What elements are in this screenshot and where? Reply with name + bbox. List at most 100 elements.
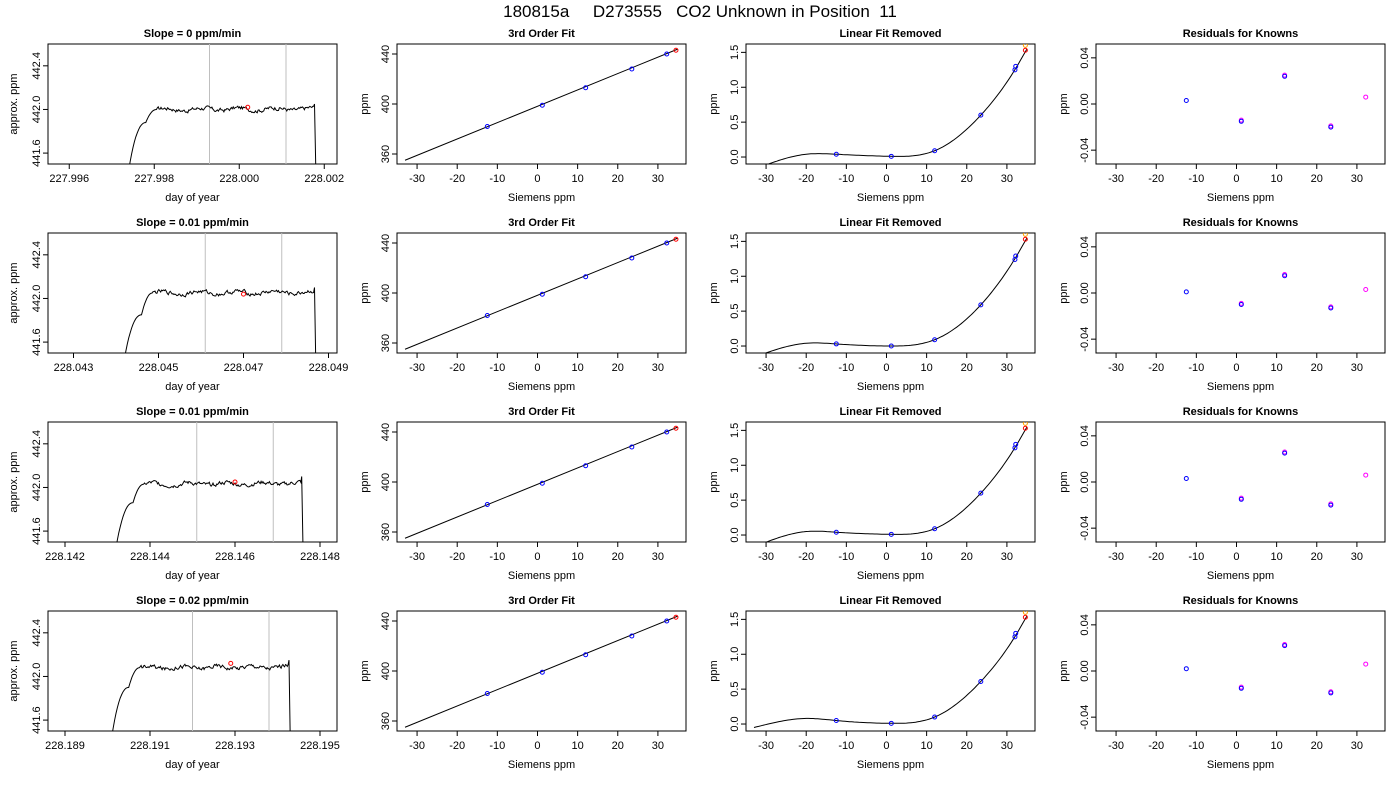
plot-frame <box>745 610 1036 732</box>
y-tick-label: 400 <box>380 473 392 491</box>
y-tick-label: 1.5 <box>729 234 741 249</box>
y-tick-label: 1.0 <box>729 647 741 662</box>
highlight-point <box>1022 422 1028 426</box>
y-axis-label: ppm <box>359 93 371 114</box>
x-axis-label: day of year <box>165 381 220 393</box>
x-tick-label: 228.191 <box>130 740 170 752</box>
y-tick-label: 442.0 <box>31 285 43 313</box>
panel-title: Residuals for Knowns <box>1183 406 1299 418</box>
known-point <box>978 112 984 118</box>
y-tick-label: 0.00 <box>1079 660 1091 681</box>
x-tick-label: 30 <box>1351 173 1363 185</box>
fit-line <box>404 426 679 539</box>
x-tick-label: 10 <box>1271 551 1283 563</box>
plot-frame <box>47 232 338 354</box>
plot-frame <box>47 421 338 543</box>
plot-data <box>764 233 1028 353</box>
x-tick-label: 30 <box>1001 740 1013 752</box>
panel-linear-fit-removed-4: Linear Fit Removed -30 -20 -10 0 10 20 30 Siemen… <box>708 595 1036 771</box>
x-tick-label: 0 <box>1233 362 1239 374</box>
x-axis-label: day of year <box>165 192 220 204</box>
x-tick-label: 30 <box>652 551 664 563</box>
y-tick-label: 0.5 <box>729 303 741 318</box>
known-point <box>583 274 589 280</box>
x-axis: -30 -20 -10 0 10 20 30 <box>1108 164 1363 185</box>
x-tick-label: 30 <box>652 362 664 374</box>
x-axis-label: Siemens ppm <box>1207 759 1274 771</box>
y-axis-label: ppm <box>1058 93 1070 114</box>
residual-point <box>1328 124 1334 130</box>
y-axis: 0.0 0.5 1.0 1.5 <box>729 423 746 543</box>
x-tick-label: 10 <box>921 551 933 563</box>
x-tick-label: -30 <box>758 173 774 185</box>
x-tick-label: 0 <box>534 173 540 185</box>
x-tick-label: 228.002 <box>304 173 344 185</box>
x-tick-label: -10 <box>489 551 505 563</box>
known-point <box>978 678 984 684</box>
x-tick-label: -20 <box>449 173 465 185</box>
panel-title: Linear Fit Removed <box>839 406 941 418</box>
y-tick-label: 442.4 <box>31 52 43 80</box>
residual-point <box>1363 472 1369 478</box>
x-axis-label: Siemens ppm <box>1207 381 1274 393</box>
y-tick-label: 442.0 <box>31 663 43 691</box>
y-axis: 360 400 440 <box>380 234 397 352</box>
x-tick-label: 10 <box>1271 173 1283 185</box>
known-point <box>978 490 984 496</box>
x-tick-label: 0 <box>534 740 540 752</box>
residual-point <box>1238 496 1244 502</box>
y-tick-label: 440 <box>380 45 392 63</box>
highlight-point <box>1022 44 1028 48</box>
y-tick-label: 442.4 <box>31 241 43 269</box>
x-tick-label: 10 <box>921 362 933 374</box>
x-tick-label: 10 <box>572 740 584 752</box>
y-axis-label: ppm <box>708 93 720 114</box>
unknown-point <box>673 614 679 620</box>
x-tick-label: 20 <box>1311 362 1323 374</box>
x-tick-label: -10 <box>489 740 505 752</box>
y-tick-label: 1.0 <box>729 269 741 284</box>
unknown-mean-point <box>232 479 238 485</box>
x-tick-label: 20 <box>1311 740 1323 752</box>
y-axis-label: approx. ppm <box>8 73 20 134</box>
y-tick-label: 0.04 <box>1079 614 1091 635</box>
x-tick-label: 228.047 <box>224 362 264 374</box>
plot-data <box>1183 72 1369 130</box>
y-axis-label: ppm <box>708 282 720 303</box>
known-point <box>629 633 635 639</box>
residual-point <box>1328 305 1334 311</box>
x-tick-label: 30 <box>1001 551 1013 563</box>
y-tick-label: 400 <box>380 95 392 113</box>
y-tick-label: 0.0 <box>729 716 741 731</box>
known-point <box>888 531 894 537</box>
x-tick-label: -30 <box>409 551 425 563</box>
x-axis: -30 -20 -10 0 10 20 30 <box>409 353 664 374</box>
x-tick-label: 0 <box>534 551 540 563</box>
x-axis-label: Siemens ppm <box>857 759 924 771</box>
x-tick-label: 30 <box>652 740 664 752</box>
x-tick-label: 20 <box>961 551 973 563</box>
x-axis: 228.043 228.045 228.047 228.049 <box>54 353 348 374</box>
y-axis-label: approx. ppm <box>8 262 20 323</box>
plot-data <box>404 236 679 350</box>
highlight-point <box>1022 233 1028 237</box>
known-point <box>583 463 589 469</box>
x-axis: -30 -20 -10 0 10 20 30 <box>758 542 1013 563</box>
x-axis-label: Siemens ppm <box>857 570 924 582</box>
plot-frame <box>1095 232 1386 354</box>
x-tick-label: 20 <box>1311 551 1323 563</box>
plot-data <box>1183 449 1369 508</box>
residual-point <box>1238 118 1244 124</box>
panel-title: 3rd Order Fit <box>508 595 575 607</box>
known-point <box>1013 253 1019 259</box>
plot-frame <box>745 43 1036 165</box>
y-axis-label: ppm <box>359 471 371 492</box>
x-tick-label: 0 <box>883 740 889 752</box>
known-point <box>664 51 670 57</box>
y-tick-label: 1.5 <box>729 423 741 438</box>
known-point <box>664 240 670 246</box>
unknown-point <box>673 236 679 242</box>
known-point <box>629 255 635 261</box>
panel-time-series-4: Slope = 0.02 ppm/min 228.189 228.191 228.19… <box>8 595 340 771</box>
y-tick-label: 0.5 <box>729 114 741 129</box>
